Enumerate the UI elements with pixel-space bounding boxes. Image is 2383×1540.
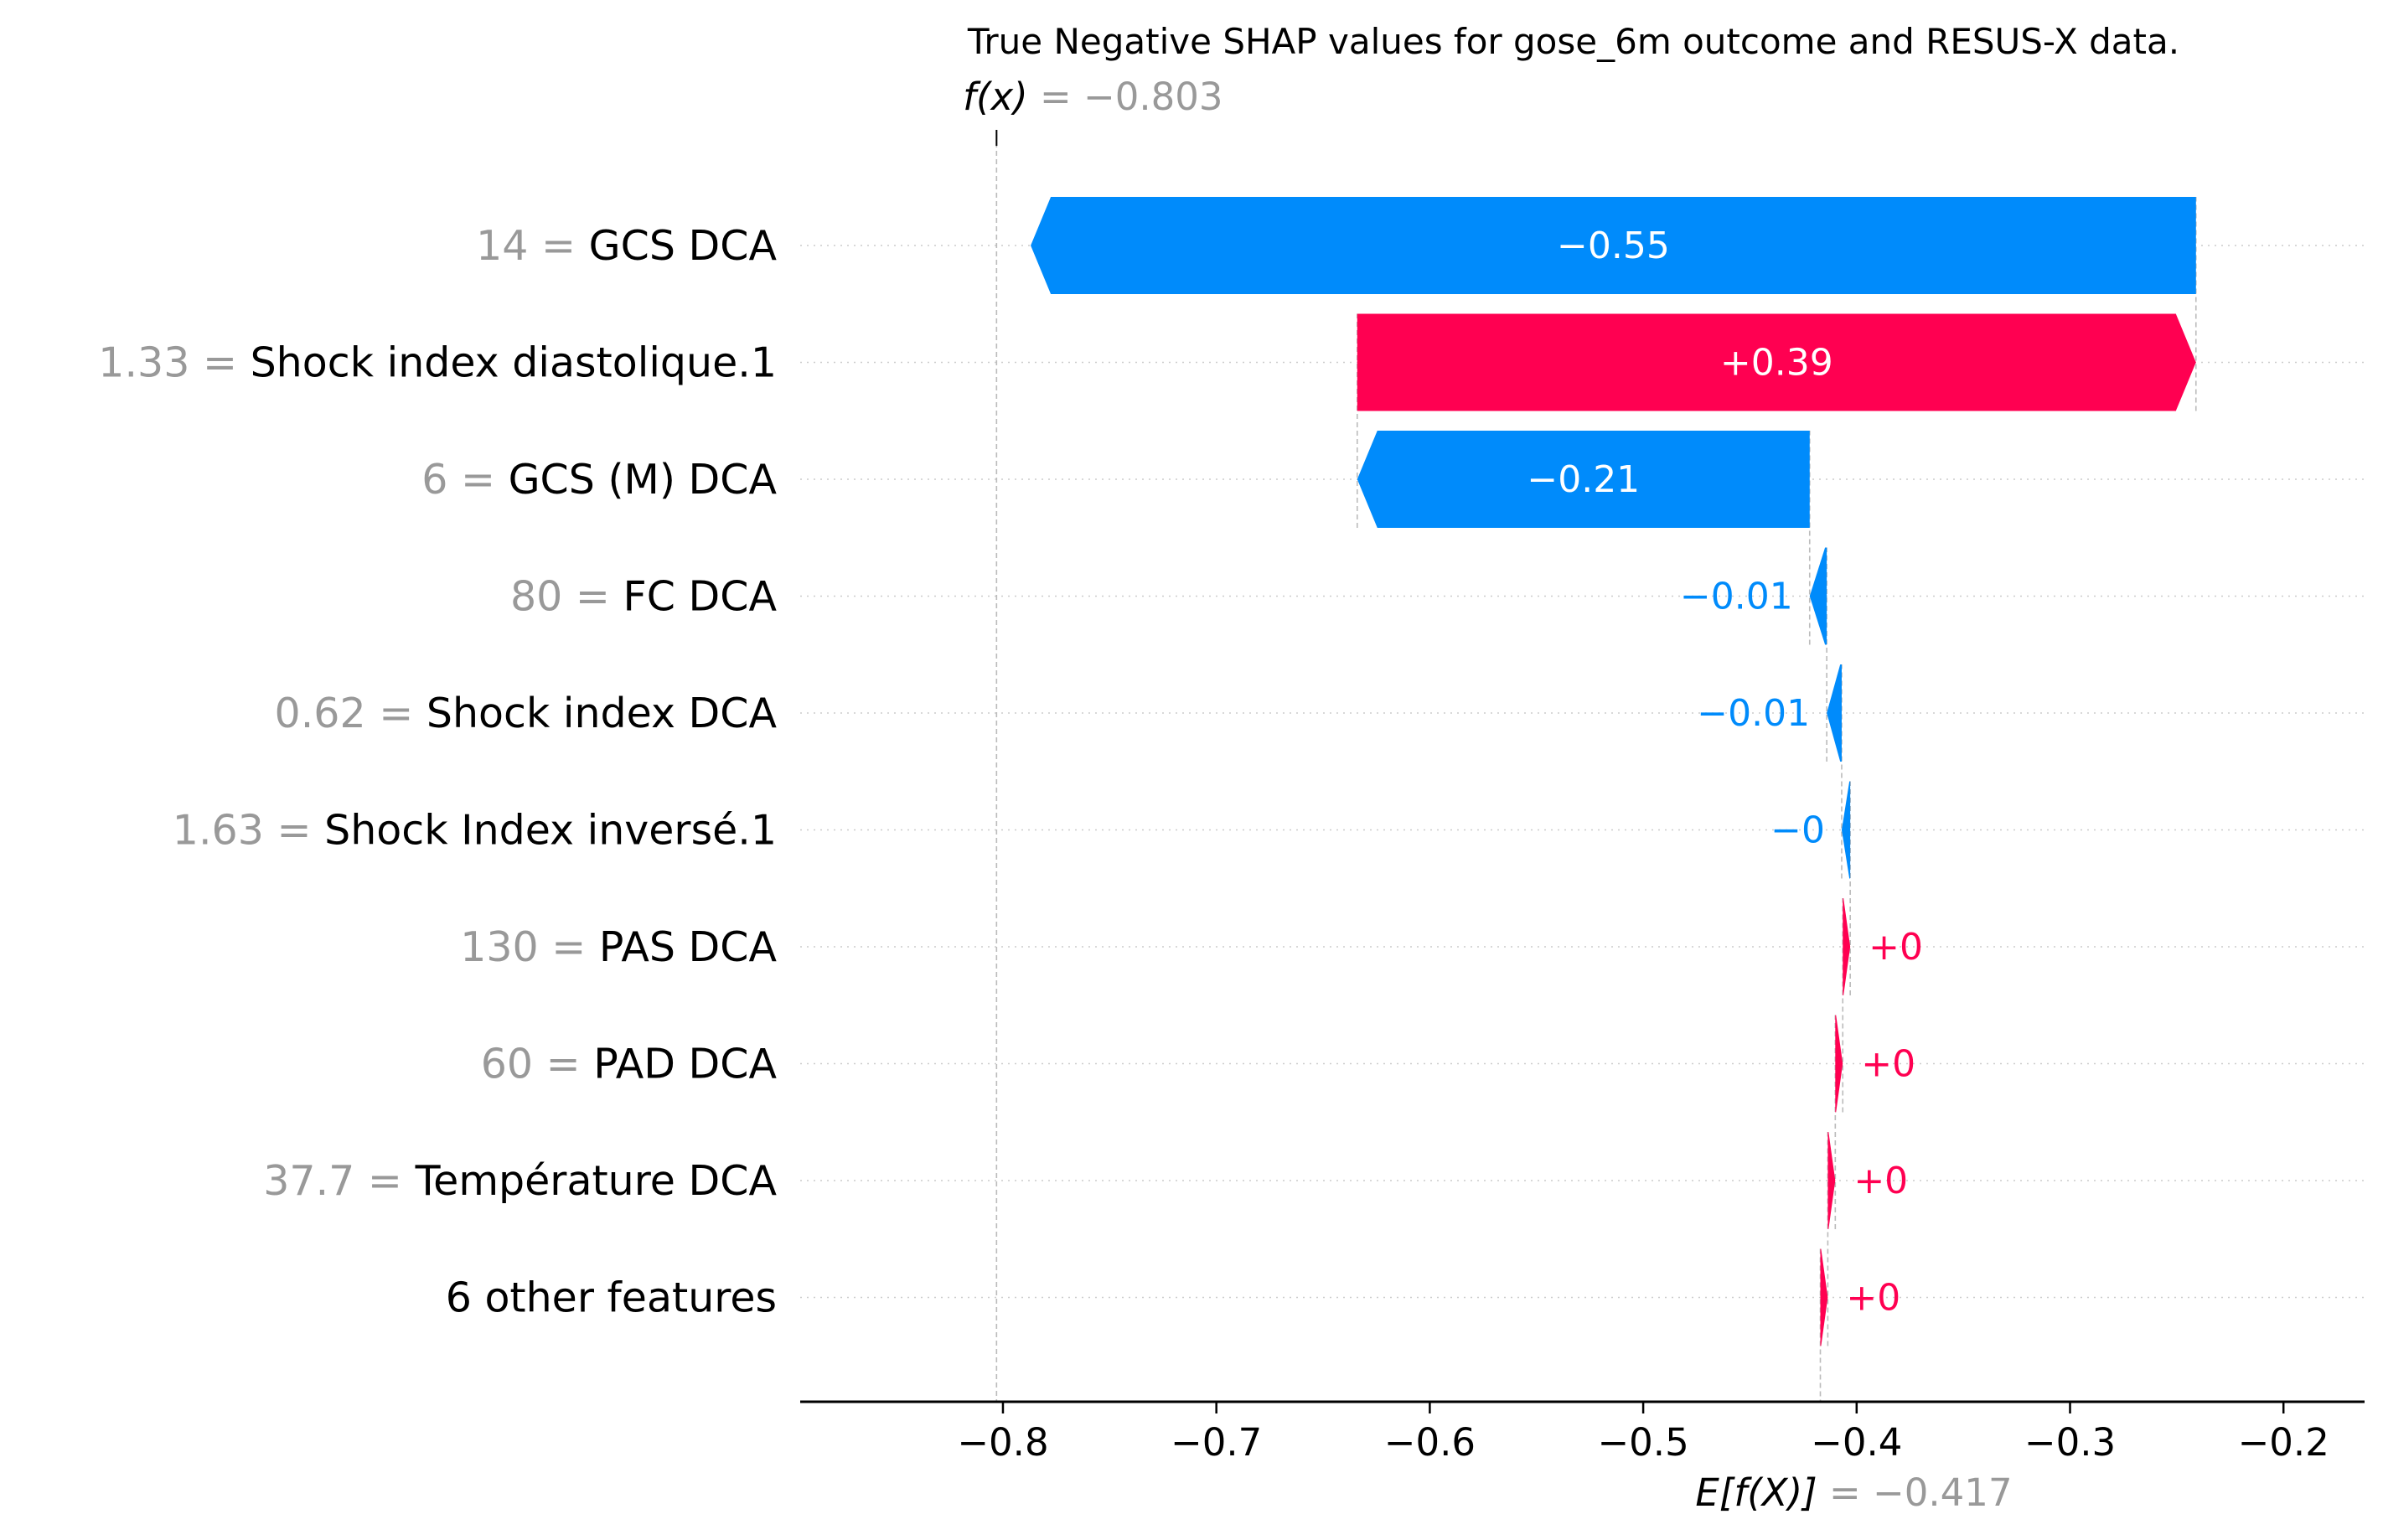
shap-bar (1820, 1248, 1828, 1346)
shap-bar (1835, 1015, 1843, 1113)
feature-name: Shock Index inversé.1 (324, 807, 777, 855)
feature-value: 130 = (460, 923, 599, 971)
feature-value: 1.63 = (173, 807, 324, 855)
shap-bar (1357, 313, 2196, 411)
feature-name: GCS DCA (589, 222, 778, 270)
x-axis: −0.8 −0.7 −0.6 −0.5 −0.4 −0.3 −0.2 (800, 1400, 2365, 1465)
bar-value-label: −0.55 (1557, 225, 1670, 267)
feature-label: 80 = FC DCA (510, 573, 777, 621)
bar-value-label: +0 (1853, 1160, 1908, 1202)
x-tick-label: −0.4 (1811, 1420, 1902, 1465)
bar-value-label: −0 (1770, 809, 1825, 852)
fx-value: = −0.803 (1040, 75, 1223, 119)
bar-value-label: −0.01 (1697, 692, 1810, 735)
feature-labels: −0.55 14 = GCS DCA +0.39 1.33 = Shock index… (98, 222, 1923, 1322)
shap-bar (1827, 664, 1842, 762)
x-tick-label: −0.7 (1171, 1420, 1262, 1465)
fx-annotation: f(x) = −0.803 (963, 75, 1223, 119)
fx-symbol: f(x) (963, 75, 1040, 119)
shap-bar (1357, 431, 1810, 528)
bar-value-label: −0.21 (1527, 458, 1640, 501)
feature-label: 37.7 = Température DCA (263, 1157, 777, 1205)
shap-bar (1843, 898, 1851, 995)
feature-label: 1.33 = Shock index diastolique.1 (98, 339, 777, 387)
feature-name: Température DCA (415, 1157, 778, 1205)
feature-name: PAS DCA (599, 923, 778, 971)
x-tick-label: −0.3 (2024, 1420, 2116, 1465)
feature-name: FC DCA (623, 573, 778, 621)
feature-value: 1.33 = (98, 339, 250, 387)
x-tick-label: −0.6 (1384, 1420, 1476, 1465)
bar-value-label: +0 (1861, 1043, 1915, 1086)
feature-value: 60 = (481, 1041, 594, 1088)
x-tick-label: −0.5 (1597, 1420, 1688, 1465)
feature-name: PAD DCA (593, 1041, 777, 1088)
feature-label: 1.63 = Shock Index inversé.1 (173, 807, 777, 855)
bars (1031, 197, 2196, 1346)
shap-bar (1809, 547, 1827, 645)
chart-title: True Negative SHAP values for gose_6m ou… (967, 21, 2179, 62)
feature-value: 37.7 = (263, 1157, 415, 1205)
feature-label: 14 = GCS DCA (476, 222, 777, 270)
feature-label: 60 = PAD DCA (481, 1041, 778, 1088)
feature-name: Shock index DCA (426, 690, 778, 737)
expected-symbol: E[f(X)] (1695, 1470, 1829, 1515)
bar-value-label: +0 (1869, 926, 1923, 969)
feature-label: 0.62 = Shock index DCA (275, 690, 778, 737)
feature-value: 0.62 = (275, 690, 426, 737)
feature-name: Shock index diastolique.1 (251, 339, 777, 387)
shap-bar (1841, 781, 1851, 879)
feature-name: 6 other features (446, 1274, 777, 1322)
feature-label: 6 other features (446, 1274, 777, 1322)
x-tick-label: −0.2 (2238, 1420, 2329, 1465)
feature-value: 80 = (510, 573, 623, 621)
expected-value: = −0.417 (1829, 1470, 2013, 1515)
feature-label: 6 = GCS (M) DCA (421, 456, 777, 504)
shap-bar (1031, 197, 2196, 294)
bar-value-label: −0.01 (1680, 576, 1793, 618)
bar-value-label: +0 (1846, 1277, 1900, 1320)
feature-label: 130 = PAS DCA (460, 923, 777, 971)
expected-value-annotation: E[f(X)] = −0.417 (1695, 1470, 2012, 1515)
feature-value: 6 = (421, 456, 508, 504)
shap-bar (1827, 1132, 1836, 1229)
feature-name: GCS (M) DCA (509, 456, 778, 504)
bar-value-label: +0.39 (1720, 342, 1833, 385)
feature-value: 14 = (476, 222, 589, 270)
x-tick-label: −0.8 (957, 1420, 1048, 1465)
